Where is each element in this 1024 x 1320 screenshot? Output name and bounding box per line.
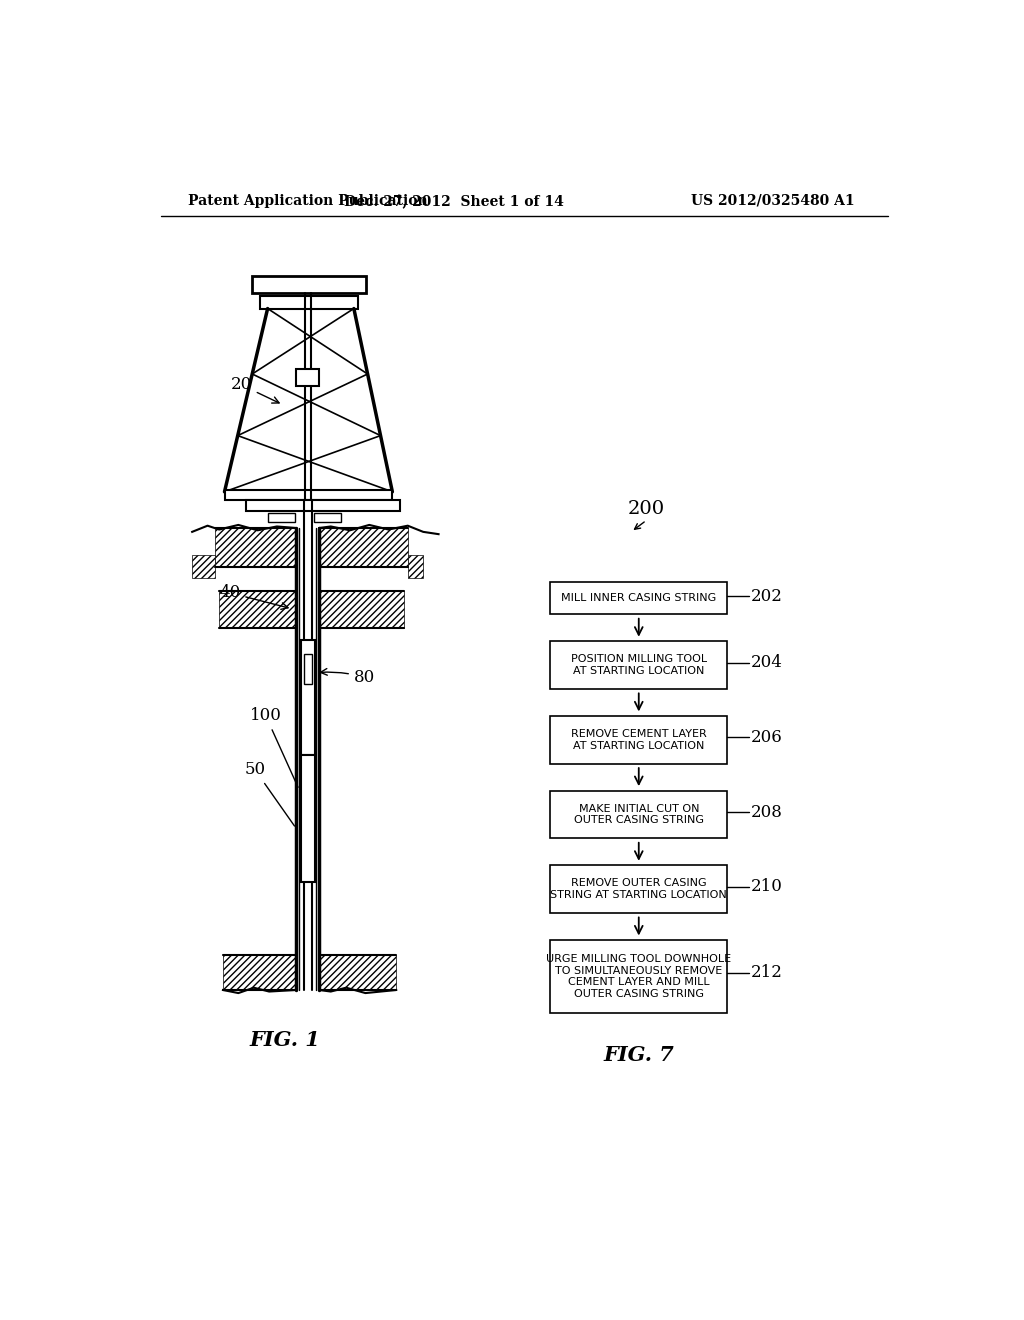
Bar	[223, 956, 296, 990]
Text: MILL INNER CASING STRING: MILL INNER CASING STRING	[561, 593, 717, 603]
Bar	[267, 512, 295, 521]
Text: 100: 100	[250, 708, 298, 787]
Bar	[313, 512, 341, 521]
Bar	[550, 582, 727, 614]
Bar	[219, 591, 296, 628]
Bar	[319, 956, 396, 990]
Bar	[260, 296, 358, 309]
Text: 20: 20	[230, 376, 280, 403]
Bar	[252, 276, 367, 293]
Bar	[304, 653, 311, 684]
Text: FIG. 7: FIG. 7	[603, 1045, 674, 1065]
Text: 202: 202	[751, 587, 782, 605]
Text: POSITION MILLING TOOL
AT STARTING LOCATION: POSITION MILLING TOOL AT STARTING LOCATI…	[570, 655, 707, 676]
Bar	[550, 791, 727, 838]
Text: 210: 210	[751, 878, 782, 895]
Bar	[550, 940, 727, 1014]
Text: 200: 200	[628, 500, 665, 517]
Text: REMOVE CEMENT LAYER
AT STARTING LOCATION: REMOVE CEMENT LAYER AT STARTING LOCATION	[571, 729, 707, 751]
Text: 80: 80	[321, 668, 375, 686]
Text: US 2012/0325480 A1: US 2012/0325480 A1	[691, 194, 854, 207]
Bar	[319, 591, 403, 628]
Text: 50: 50	[245, 762, 295, 826]
Bar	[301, 640, 314, 755]
Bar	[301, 755, 314, 882]
Text: 204: 204	[751, 655, 782, 671]
Text: REMOVE OUTER CASING
STRING AT STARTING LOCATION: REMOVE OUTER CASING STRING AT STARTING L…	[550, 878, 727, 900]
Text: 206: 206	[751, 729, 782, 746]
Text: Dec. 27, 2012  Sheet 1 of 14: Dec. 27, 2012 Sheet 1 of 14	[344, 194, 564, 207]
Text: Patent Application Publication: Patent Application Publication	[188, 194, 428, 207]
Bar	[408, 554, 423, 578]
Bar	[296, 368, 319, 385]
Text: 212: 212	[751, 965, 782, 981]
Bar	[319, 528, 408, 566]
Bar	[215, 528, 296, 566]
Text: URGE MILLING TOOL DOWNHOLE
TO SIMULTANEOUSLY REMOVE
CEMENT LAYER AND MILL
OUTER : URGE MILLING TOOL DOWNHOLE TO SIMULTANEO…	[546, 954, 731, 999]
Bar	[550, 866, 727, 913]
Bar	[246, 500, 400, 511]
Bar	[193, 554, 215, 578]
Bar	[550, 715, 727, 763]
Text: 40: 40	[219, 585, 288, 610]
Text: MAKE INITIAL CUT ON
OUTER CASING STRING: MAKE INITIAL CUT ON OUTER CASING STRING	[573, 804, 703, 825]
Bar	[224, 490, 392, 500]
Text: 208: 208	[751, 804, 782, 821]
Text: FIG. 1: FIG. 1	[249, 1030, 319, 1049]
Bar	[550, 642, 727, 689]
